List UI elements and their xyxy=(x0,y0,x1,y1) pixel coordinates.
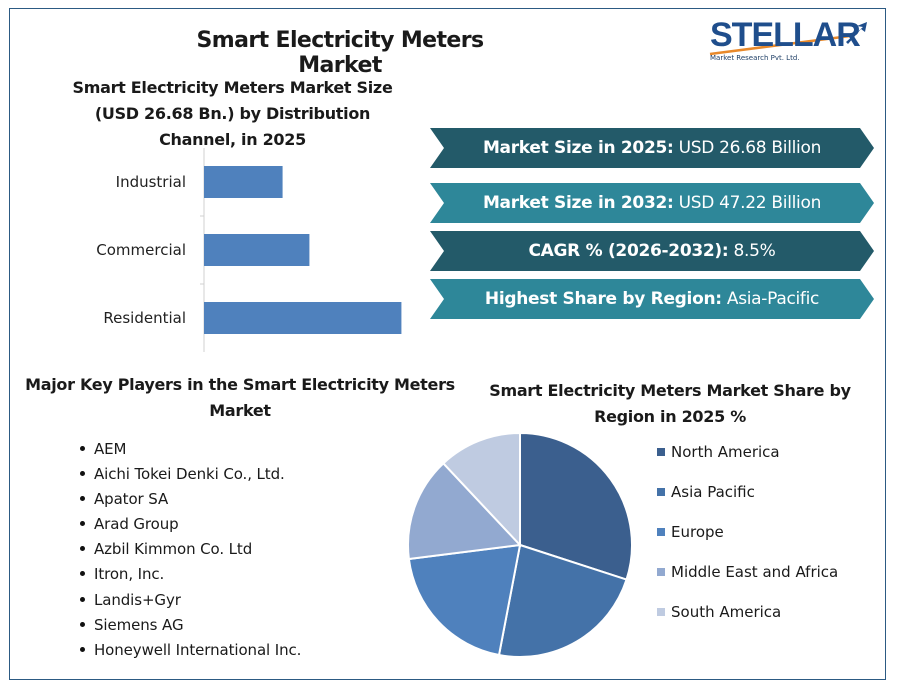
bullet-icon xyxy=(80,571,85,577)
key-players-title-line-2: Market xyxy=(209,401,271,420)
legend-item-asia-pacific: Asia Pacific xyxy=(657,480,838,520)
list-item: Apator SA xyxy=(80,487,301,512)
logo-wordmark: STELLAR xyxy=(710,16,860,54)
list-item: Siemens AG xyxy=(80,613,301,638)
logo-swoosh xyxy=(709,34,851,56)
player-name: Apator SA xyxy=(94,490,169,509)
legend-item-south-america: South America xyxy=(657,600,838,640)
list-item: Aichi Tokei Denki Co., Ltd. xyxy=(80,462,301,487)
bar-category-label: Commercial xyxy=(96,241,186,259)
stat-label: Market Size in 2025: xyxy=(482,138,674,158)
legend-swatch xyxy=(657,607,665,616)
stat-value: 8.5% xyxy=(733,241,776,261)
banner-shape xyxy=(430,279,874,319)
stat-banner-highest-share-region: Highest Share by Region: Asia-Pacific xyxy=(430,279,874,319)
legend-label: South America xyxy=(671,603,782,621)
bullet-icon xyxy=(80,621,85,627)
player-name: AEM xyxy=(94,440,127,458)
list-item: Landis+Gyr xyxy=(80,588,301,613)
bar-industrial xyxy=(204,166,283,198)
player-name: Arad Group xyxy=(94,515,179,534)
pie-slice-north-america xyxy=(519,431,633,581)
legend-label: Middle East and Africa xyxy=(671,563,839,581)
bar-category-label: Industrial xyxy=(116,173,186,191)
legend-swatch xyxy=(657,567,665,576)
legend-label: Asia Pacific xyxy=(671,483,755,501)
player-name: Azbil Kimmon Co. Ltd xyxy=(94,540,253,559)
distribution-channel-bar-chart: Industrial Commercial Residential xyxy=(96,148,402,352)
pie-slice-asia-pacific xyxy=(497,543,628,658)
banner-shape xyxy=(430,231,874,271)
page-title: Smart Electricity Meters Market xyxy=(196,28,485,78)
bullet-icon xyxy=(80,496,85,502)
legend-swatch xyxy=(657,447,665,456)
infographic-frame xyxy=(9,8,886,680)
key-players-title: Major Key Players in the Smart Electrici… xyxy=(25,372,455,424)
bullet-icon xyxy=(80,646,85,652)
bullet-icon xyxy=(80,596,85,602)
stat-label: Market Size in 2032: xyxy=(482,193,674,213)
stat-banner-market-size-2032: Market Size in 2032: USD 47.22 Billion xyxy=(430,183,874,223)
legend-item-europe: Europe xyxy=(657,520,838,560)
bullet-icon xyxy=(80,446,85,451)
bar-title-line-1: Smart Electricity Meters Market Size xyxy=(72,78,393,97)
legend-swatch xyxy=(657,527,665,536)
bar-chart-title: Smart Electricity Meters Market Size (US… xyxy=(55,75,410,153)
bullet-icon xyxy=(80,546,85,552)
pie-title-line-1: Smart Electricity Meters Market Share by xyxy=(489,381,851,400)
list-item: Itron, Inc. xyxy=(80,562,301,587)
stellar-logo: STELLAR xyxy=(709,16,867,56)
stat-value: USD 47.22 Billion xyxy=(678,193,822,213)
banner-shape xyxy=(430,128,874,168)
legend-swatch xyxy=(657,487,665,496)
bullet-icon xyxy=(80,521,85,527)
player-name: Siemens AG xyxy=(94,615,184,634)
stat-label: CAGR % (2026-2032): xyxy=(528,241,729,261)
pie-title-line-2: Region in 2025 % xyxy=(594,407,746,426)
stat-value: USD 26.68 Billion xyxy=(678,138,822,158)
pie-chart-title: Smart Electricity Meters Market Share by… xyxy=(480,378,860,430)
banner-shape xyxy=(430,183,874,223)
stat-label: Highest Share by Region: xyxy=(484,289,722,309)
logo-subtitle: Market Research Pvt. Ltd. xyxy=(710,54,800,62)
bar-title-line-2: (USD 26.68 Bn.) by Distribution xyxy=(94,104,371,123)
pie-slice-south-america xyxy=(441,431,521,548)
list-item: Azbil Kimmon Co. Ltd xyxy=(80,537,301,562)
legend-label: North America xyxy=(671,443,780,461)
legend-label: Europe xyxy=(671,523,724,541)
player-name: Itron, Inc. xyxy=(94,565,165,584)
bar-category-label: Residential xyxy=(103,309,186,327)
bar-residential xyxy=(204,302,402,334)
list-item: Honeywell International Inc. xyxy=(80,638,301,663)
player-name: Honeywell International Inc. xyxy=(94,640,302,659)
bullet-icon xyxy=(80,471,85,477)
pie-slice-middle-east-and-africa xyxy=(407,461,523,561)
legend-item-north-america: North America xyxy=(657,440,838,480)
legend-item-middle-east-africa: Middle East and Africa xyxy=(657,560,838,600)
key-players-list: AEM Aichi Tokei Denki Co., Ltd. Apator S… xyxy=(80,437,301,663)
region-share-pie-chart xyxy=(407,431,633,658)
bar-title-line-3: Channel, in 2025 xyxy=(159,130,306,149)
player-name: Landis+Gyr xyxy=(94,590,181,609)
logo-arrow-icon xyxy=(846,22,867,44)
key-players-title-line-1: Major Key Players in the Smart Electrici… xyxy=(25,375,455,394)
list-item: AEM xyxy=(80,437,301,462)
pie-slice-europe xyxy=(407,543,522,657)
pie-legend: North America Asia Pacific Europe Middle… xyxy=(657,440,838,640)
player-name: Aichi Tokei Denki Co., Ltd. xyxy=(94,465,285,484)
stat-banner-market-size-2025: Market Size in 2025: USD 26.68 Billion xyxy=(430,128,874,168)
bar-commercial xyxy=(204,234,310,266)
list-item: Arad Group xyxy=(80,512,301,537)
stat-value: Asia-Pacific xyxy=(726,289,820,309)
stat-banner-cagr: CAGR % (2026-2032): 8.5% xyxy=(430,231,874,271)
